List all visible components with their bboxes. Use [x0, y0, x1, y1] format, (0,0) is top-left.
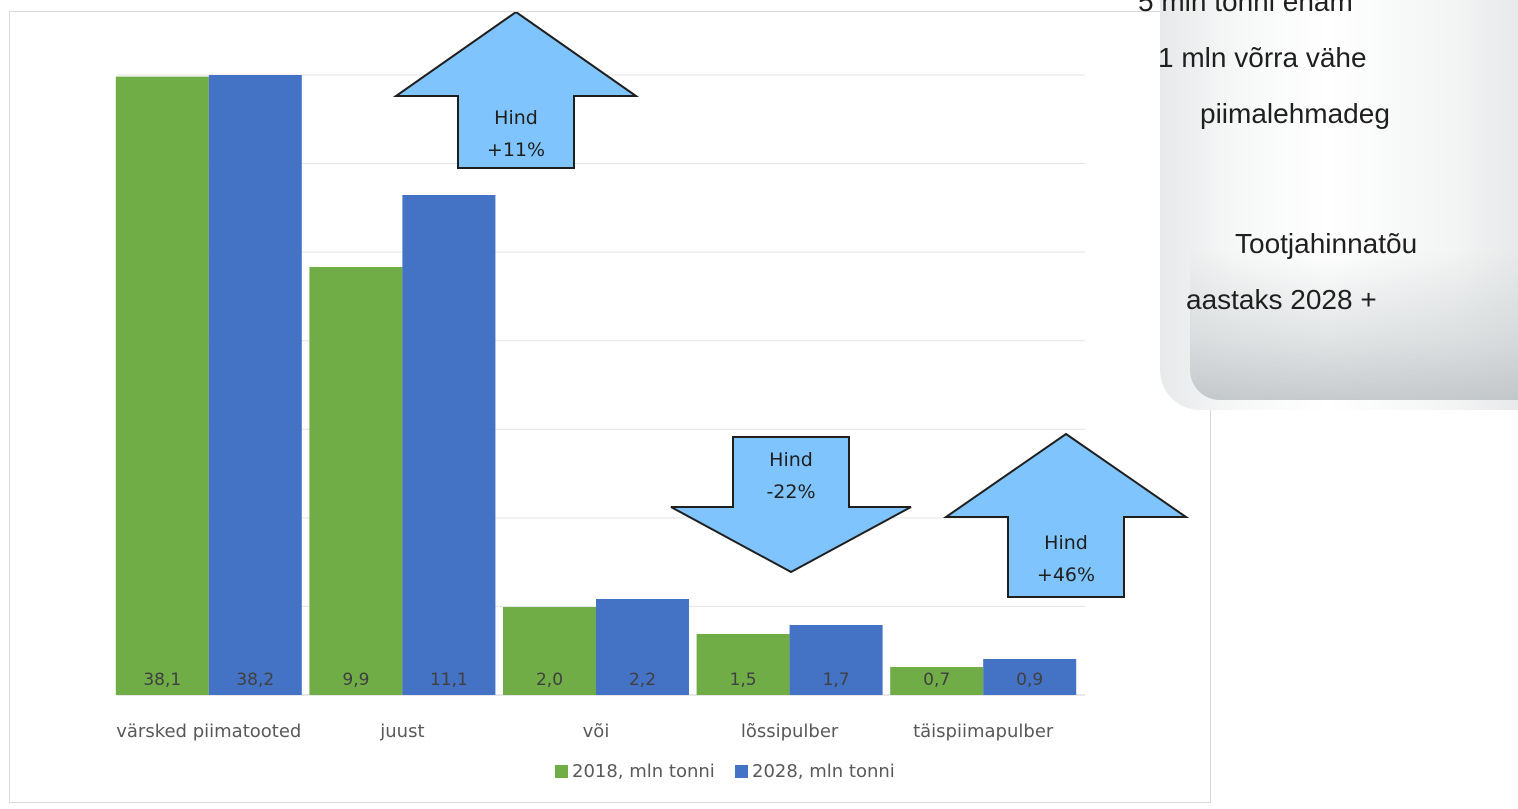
data-label: 9,9 [342, 670, 369, 690]
arrow-label-title: Hind [769, 449, 813, 471]
arrow-label-title: Hind [494, 107, 538, 129]
bar [503, 607, 596, 695]
overlay-text-line-3: piimalehmadeg [1200, 98, 1390, 129]
legend-label: 2028, mln tonni [752, 761, 895, 782]
overlay-text-line-1: 5 mln tonni enam [1138, 0, 1353, 17]
price-arrow-down [670, 436, 912, 574]
legend-swatch [735, 765, 748, 778]
overlay-text-line-2: 1 mln võrra vähe [1158, 42, 1367, 73]
bar [402, 195, 496, 695]
bar [890, 667, 984, 695]
legend-label: 2018, mln tonni [572, 761, 715, 782]
arrow-label-value: -22% [766, 481, 815, 503]
arrow-label-title: Hind [1044, 532, 1088, 554]
category-label: värsked piimatooted [116, 721, 301, 742]
data-label: 38,1 [143, 670, 181, 690]
category-label: täispiimapulber [913, 721, 1054, 742]
price-arrow-up [392, 10, 640, 169]
legend-swatch [555, 765, 568, 778]
data-label: 2,2 [629, 670, 656, 690]
bar [309, 267, 403, 695]
bar [789, 625, 883, 695]
data-label: 38,2 [236, 670, 274, 690]
chart-frame: 38,1 38,2 värsked piimatooted 9,9 11,1 juust 2… [9, 10, 1466, 803]
bar [115, 76, 209, 695]
bar [983, 659, 1077, 695]
milk-glass-image: 5 mln tonni enam 1 mln võrra vähe piimal… [1100, 0, 1518, 420]
price-arrow-up [942, 432, 1190, 598]
category-label: lõssipulber [741, 721, 839, 742]
data-label: 1,7 [823, 670, 850, 690]
bar [696, 634, 790, 695]
bar-chart: 38,1 38,2 värsked piimatooted 9,9 11,1 juust 2… [115, 10, 1466, 782]
bar [208, 75, 302, 695]
data-label: 0,9 [1016, 670, 1043, 690]
category-label: või [583, 721, 610, 742]
overlay-text-line-5: aastaks 2028 + [1186, 284, 1377, 315]
arrow-label-value: +46% [1037, 564, 1095, 586]
data-label: 2,0 [536, 670, 563, 690]
data-label: 1,5 [730, 670, 757, 690]
category-label: juust [379, 721, 424, 742]
data-label: 11,1 [430, 670, 468, 690]
bar [596, 599, 689, 695]
data-label: 0,7 [923, 670, 950, 690]
glass-shade [1190, 250, 1518, 400]
arrow-label-value: +11% [487, 139, 545, 161]
overlay-text-line-4: Tootjahinnatõu [1235, 228, 1418, 259]
